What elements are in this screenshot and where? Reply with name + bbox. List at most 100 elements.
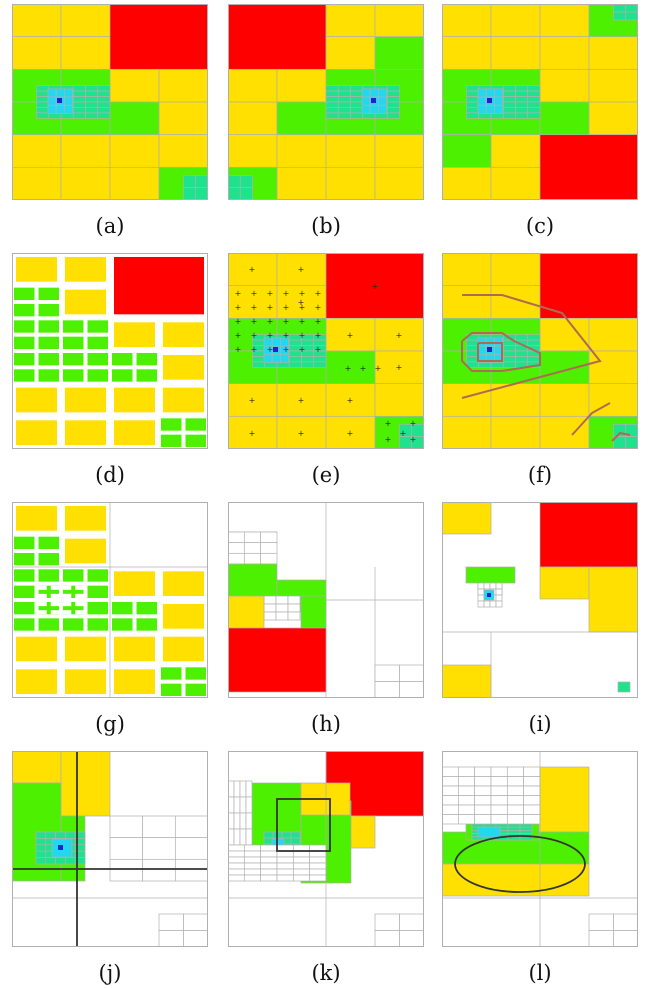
quad-cell <box>527 96 541 103</box>
quad-cell <box>228 563 278 597</box>
quad-cell <box>279 353 289 363</box>
plus-marker: + <box>235 317 242 326</box>
quad-cell <box>527 101 541 108</box>
quad-cell <box>47 88 57 98</box>
contour-line-5 <box>611 431 631 442</box>
quad-cell <box>287 595 301 605</box>
quad-cell <box>502 101 516 108</box>
quad-cell <box>442 814 459 825</box>
quad-cell <box>466 350 480 357</box>
quadtree-c <box>442 4 638 200</box>
quad-cell <box>55 857 66 865</box>
quad-cell <box>588 317 638 352</box>
quad-cell <box>243 542 262 554</box>
quad-cell <box>523 814 541 825</box>
plus-marker: + <box>315 331 322 340</box>
center-marker <box>57 98 62 103</box>
quad-cell <box>63 569 84 582</box>
plus-marker: + <box>375 364 382 373</box>
quad-cell <box>275 603 289 613</box>
quad-cell <box>457 785 476 796</box>
quad-cell <box>539 350 590 385</box>
plus-marker: + <box>267 289 274 298</box>
quad-cell <box>87 585 108 598</box>
quad-cell <box>613 4 627 13</box>
quad-cell <box>490 4 541 38</box>
quadtree-i <box>442 502 638 698</box>
contour-line-1 <box>461 294 602 399</box>
quad-cell <box>38 336 59 349</box>
quad-cell <box>313 356 327 363</box>
query-ellipse <box>454 835 586 893</box>
quad-cell <box>14 618 35 631</box>
quad-cell <box>228 595 265 629</box>
plus-marker: + <box>315 317 322 326</box>
panel-border <box>12 502 208 698</box>
quad-cell <box>374 317 424 352</box>
panel-a <box>12 4 208 200</box>
quad-cell <box>386 107 400 114</box>
quad-cell <box>588 913 614 931</box>
quad-cell <box>374 350 424 385</box>
quad-cell <box>85 101 99 108</box>
quad-cell <box>38 569 59 582</box>
quad-cell <box>60 36 111 70</box>
quad-cell <box>442 766 459 777</box>
quad-cell <box>36 85 50 92</box>
quad-cell <box>502 96 516 103</box>
quad-cell <box>325 166 376 200</box>
quadtree-k <box>228 751 424 947</box>
quad-cell <box>490 814 508 825</box>
quad-cell <box>14 569 35 582</box>
quad-cell <box>386 90 400 97</box>
quad-cell <box>228 285 278 319</box>
quad-cell <box>288 356 302 363</box>
quad-cell <box>263 595 277 605</box>
quad-cell <box>477 594 485 602</box>
quad-cell <box>228 542 245 554</box>
quad-cell <box>233 812 241 830</box>
panel-g <box>12 502 208 698</box>
quad-cell <box>523 785 541 796</box>
quad-cell <box>374 166 424 200</box>
quad-cell <box>63 602 72 607</box>
quad-cell <box>72 112 86 119</box>
quad-cell <box>109 134 160 168</box>
quad-cell <box>163 636 204 662</box>
quad-cell <box>539 36 590 70</box>
quad-cell <box>245 780 253 798</box>
quad-cell <box>243 856 262 864</box>
quad-cell <box>495 594 503 602</box>
quad-cell <box>474 776 492 787</box>
quad-cell <box>442 776 459 787</box>
quad-cell <box>97 96 111 103</box>
quad-cell <box>14 536 35 549</box>
quad-cell <box>442 664 492 698</box>
quad-cell <box>97 112 111 119</box>
quad-cell <box>65 538 106 564</box>
quad-cell <box>60 4 111 38</box>
quad-cell <box>75 593 84 598</box>
quad-cell <box>377 104 387 114</box>
quad-cell <box>109 101 160 136</box>
quad-cell <box>457 776 476 787</box>
quad-cell <box>65 289 106 315</box>
quad-cell <box>276 68 327 103</box>
quad-cell <box>292 868 311 876</box>
quad-cell <box>477 588 485 596</box>
quadtree-d <box>12 253 208 449</box>
quad-cell <box>276 166 327 200</box>
quad-cell <box>245 812 253 830</box>
quad-cell <box>374 681 400 698</box>
quad-cell <box>527 339 541 346</box>
plus-marker: + <box>283 331 290 340</box>
caption-h: (h) <box>311 712 341 736</box>
quad-cell <box>228 627 327 693</box>
quad-cell <box>374 36 424 70</box>
quad-cell <box>465 566 516 584</box>
quad-cell <box>292 856 311 864</box>
quad-cell <box>14 304 35 317</box>
quad-cell <box>158 68 208 103</box>
quad-cell <box>275 595 289 605</box>
caption-e: (e) <box>311 463 341 487</box>
